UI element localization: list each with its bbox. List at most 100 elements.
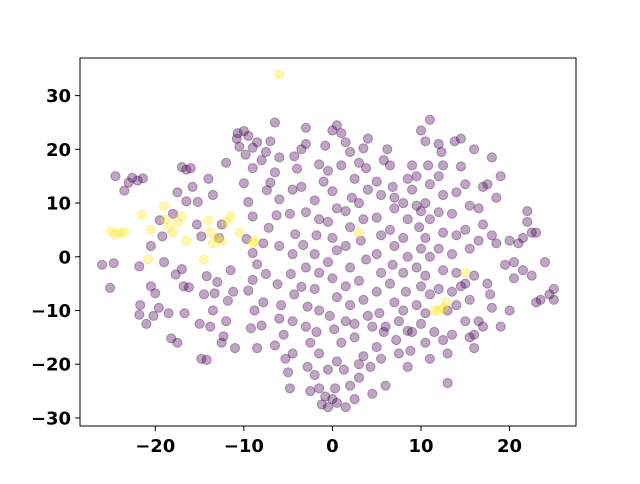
data-point	[420, 308, 431, 319]
data-point	[143, 254, 154, 265]
data-point	[424, 353, 435, 364]
data-point	[446, 286, 458, 297]
data-point	[123, 177, 134, 188]
data-point	[469, 329, 480, 340]
data-point	[170, 269, 181, 280]
data-point	[477, 181, 489, 192]
data-point	[119, 185, 130, 196]
data-point	[276, 300, 287, 311]
data-point	[287, 249, 298, 260]
data-point	[411, 300, 422, 311]
data-point	[539, 257, 551, 268]
data-point	[336, 337, 347, 348]
data-point	[414, 222, 425, 233]
data-point	[225, 265, 236, 276]
y-tick-label: 0	[58, 247, 71, 268]
data-point	[311, 326, 322, 338]
data-point	[172, 187, 183, 198]
data-point	[314, 305, 325, 316]
data-point	[355, 235, 366, 246]
data-point	[378, 155, 389, 166]
data-point	[145, 281, 156, 292]
data-point	[389, 240, 400, 252]
data-point	[433, 283, 444, 295]
data-point	[424, 179, 435, 190]
data-point	[327, 273, 338, 284]
data-point	[263, 222, 274, 233]
data-point	[249, 235, 260, 246]
data-point	[207, 238, 218, 249]
data-point	[119, 227, 130, 238]
data-point	[135, 300, 146, 311]
data-point	[225, 211, 236, 222]
data-point	[322, 165, 334, 176]
data-point	[429, 305, 440, 316]
data-point	[387, 259, 398, 270]
data-point	[384, 160, 396, 171]
data-point	[353, 157, 365, 168]
data-point	[329, 324, 340, 335]
y-axis: −30 −20 −10 0 10 20 30	[31, 86, 80, 429]
data-point	[424, 214, 435, 225]
data-point	[544, 289, 555, 300]
data-point	[309, 195, 320, 206]
data-point	[340, 281, 351, 292]
data-point	[358, 294, 369, 305]
data-point	[389, 192, 400, 203]
data-point	[451, 300, 462, 311]
data-point	[134, 261, 145, 272]
data-point	[477, 219, 489, 230]
data-point	[252, 137, 263, 148]
data-point	[110, 171, 121, 182]
data-point	[97, 259, 108, 270]
data-point	[269, 340, 280, 351]
data-point	[340, 206, 351, 217]
data-point	[287, 316, 298, 327]
data-point	[318, 176, 329, 187]
data-point	[331, 292, 342, 303]
data-point	[134, 309, 145, 320]
data-point	[331, 356, 342, 367]
data-point	[322, 364, 334, 375]
data-point	[420, 270, 431, 281]
data-point	[460, 179, 471, 190]
data-point	[285, 268, 296, 280]
data-point	[320, 391, 331, 402]
data-point	[207, 189, 218, 201]
data-point	[391, 334, 402, 346]
data-point	[243, 196, 254, 208]
data-point	[500, 259, 511, 270]
data-point	[353, 275, 365, 286]
data-point	[345, 300, 356, 311]
data-point	[362, 133, 373, 144]
x-tick-label: −20	[135, 436, 175, 457]
data-point	[349, 332, 360, 343]
data-point	[331, 245, 342, 256]
data-point	[548, 294, 560, 305]
data-point	[309, 283, 320, 295]
data-point	[389, 297, 400, 308]
data-point	[314, 159, 325, 170]
data-point	[362, 310, 373, 321]
data-point	[415, 206, 427, 217]
data-point	[438, 160, 449, 171]
data-point	[455, 161, 466, 172]
data-point	[181, 196, 192, 207]
data-point	[460, 316, 471, 327]
data-point	[353, 372, 365, 383]
data-point	[207, 305, 218, 316]
data-point	[371, 249, 382, 260]
data-point	[469, 144, 480, 155]
data-point	[153, 302, 164, 313]
data-point	[261, 185, 272, 196]
data-point	[212, 232, 223, 244]
data-point	[455, 133, 466, 144]
data-point	[371, 212, 382, 223]
data-point	[415, 281, 427, 292]
data-point	[353, 359, 365, 370]
data-point	[221, 216, 232, 227]
data-point	[302, 301, 313, 312]
data-point	[247, 211, 258, 222]
axes-frame	[79, 57, 577, 427]
